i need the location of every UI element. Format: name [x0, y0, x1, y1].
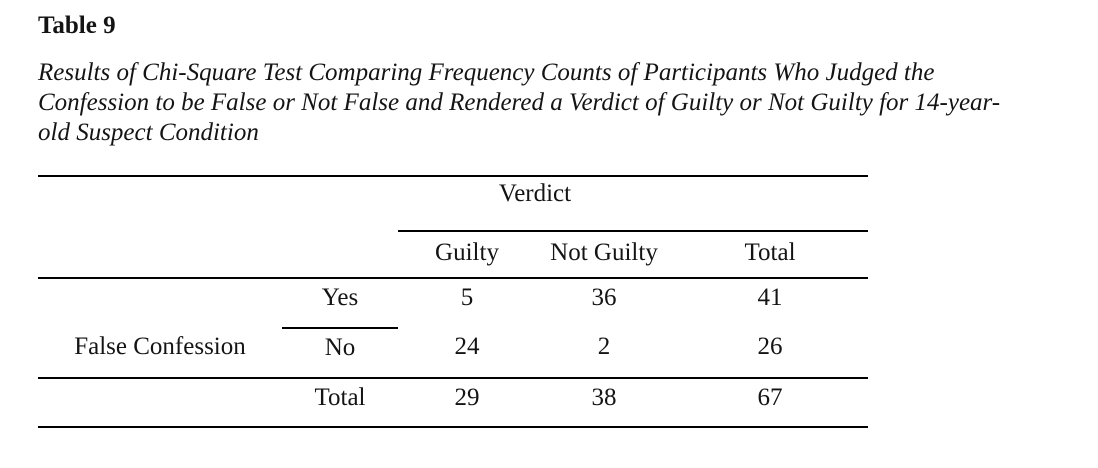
column-header-row: Guilty Not Guilty Total — [38, 230, 869, 278]
row-label-total: Total — [282, 377, 398, 427]
caption-line-2: Confession to be False or Not False and … — [38, 89, 1001, 116]
row-group-label: False Confession — [74, 333, 246, 360]
cell-total-total: 67 — [672, 377, 869, 427]
verdict-spanner-label: Verdict — [498, 180, 572, 207]
caption-line-1: Results of Chi-Square Test Comparing Fre… — [38, 59, 935, 86]
caption-line-3: old Suspect Condition — [38, 119, 259, 146]
column-header-blank — [38, 231, 398, 278]
cell-yes-not-guilty: 36 — [536, 277, 673, 328]
chi-square-contingency-table: Verdict Guilty Not Guilty Total Yes 5 36… — [38, 175, 869, 428]
row-group-blank-total — [38, 377, 282, 427]
data-row-yes: Yes 5 36 41 — [38, 277, 869, 328]
data-row-total: Total 29 38 67 — [38, 377, 869, 427]
column-header-guilty: Guilty — [398, 230, 536, 278]
row-label-no: No — [282, 327, 398, 378]
cell-no-guilty: 24 — [454, 333, 480, 360]
row-label-yes: Yes — [282, 277, 398, 328]
cell-no-not-guilty: 2 — [597, 333, 611, 360]
cell-yes-guilty: 5 — [398, 277, 536, 328]
cell-total-not-guilty: 38 — [536, 377, 673, 427]
column-header-not-guilty: Not Guilty — [536, 230, 673, 278]
spanner-row: Verdict — [38, 176, 868, 231]
cell-yes-total: 41 — [672, 277, 869, 328]
spanner-row-blank-right — [672, 176, 868, 231]
cell-no-total: 26 — [757, 333, 783, 360]
table-label: Table 9 — [38, 12, 116, 39]
table-caption: Results of Chi-Square Test Comparing Fre… — [38, 58, 1098, 148]
spanner-row-blank-left — [38, 176, 398, 231]
column-header-total: Total — [672, 230, 869, 278]
row-group-blank-yes — [38, 277, 282, 328]
data-row-no: False Confession No 24 2 26 — [38, 327, 868, 378]
cell-total-guilty: 29 — [398, 377, 536, 427]
